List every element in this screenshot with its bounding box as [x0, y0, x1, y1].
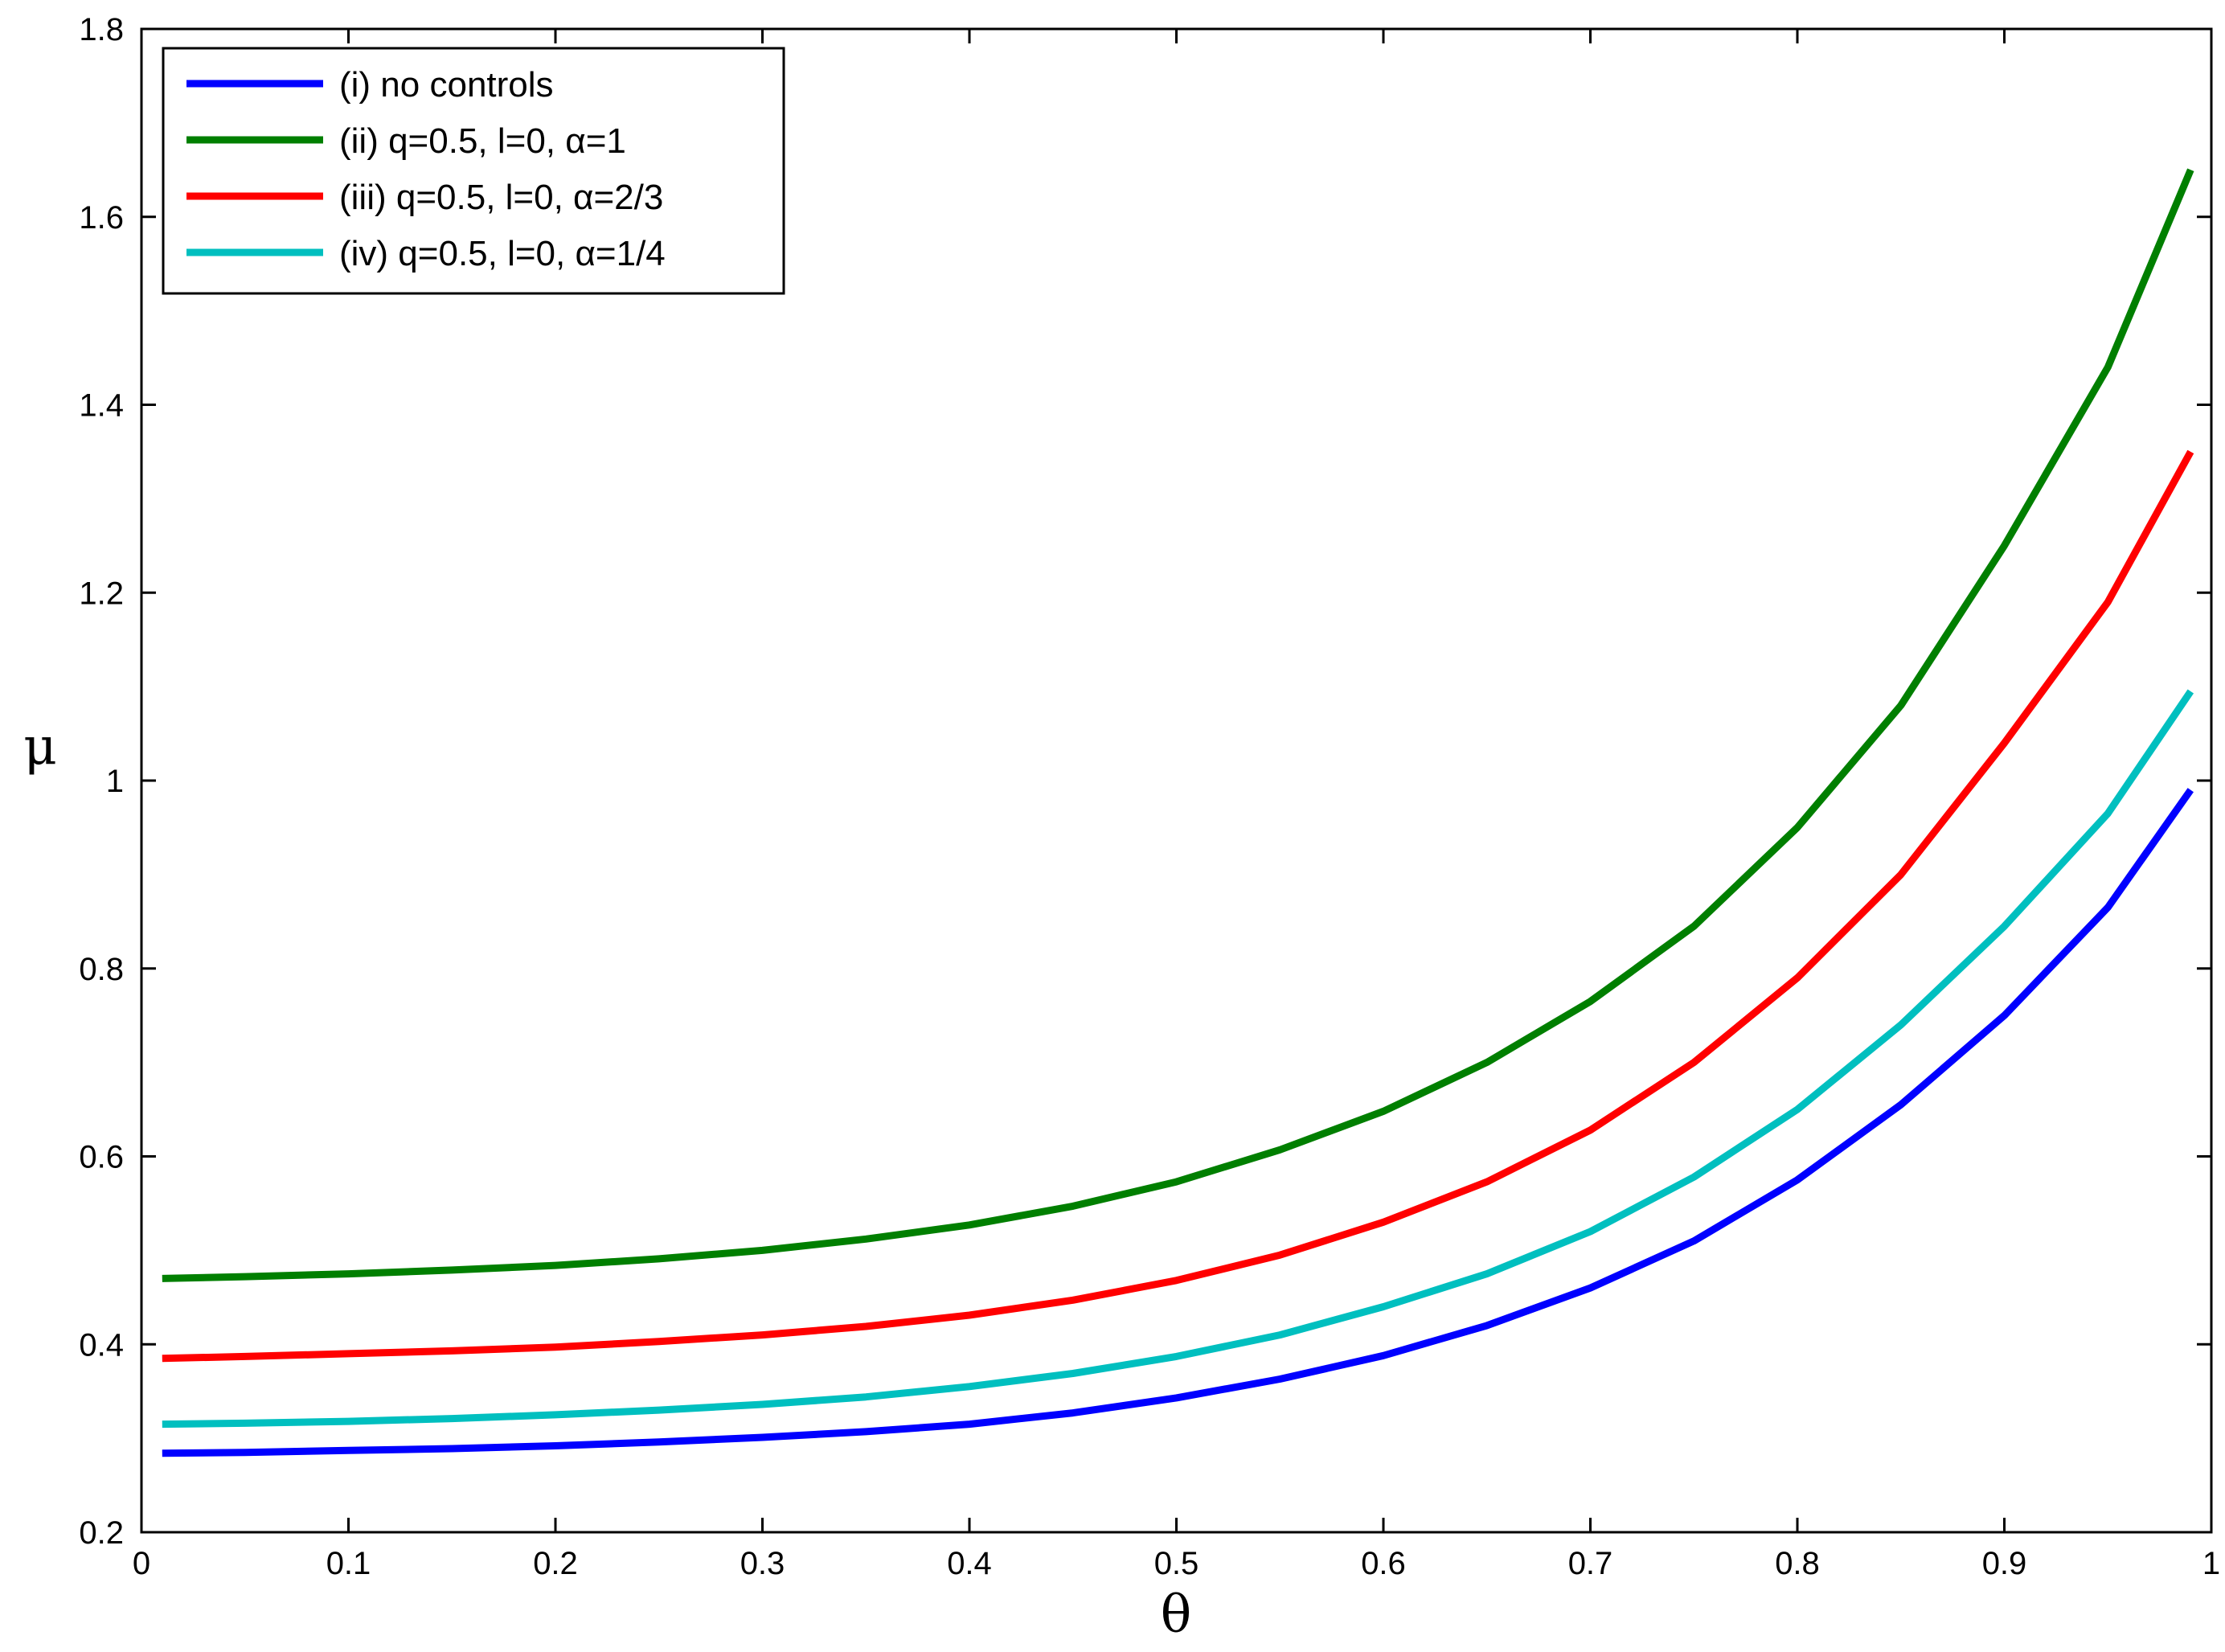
- series-lines: [162, 168, 2194, 1457]
- x-tick-label: 1: [2202, 1546, 2220, 1581]
- x-tick-label: 0.4: [947, 1546, 992, 1581]
- series-line: [162, 689, 2194, 1429]
- legend-label: (iii) q=0.5, l=0, α=2/3: [339, 178, 663, 217]
- y-tick-label: 1.8: [79, 12, 124, 47]
- x-tick-label: 0.5: [1154, 1546, 1199, 1581]
- axis-ticks: 0 0.1 0.2 0.3 0.4 0.5 0.6 0.7 0.8 0.9 1 0.2 0.4 0.6 0.…: [79, 12, 2220, 1581]
- x-tick-label: 0.9: [1982, 1546, 2027, 1581]
- legend-label: (i) no controls: [339, 65, 554, 105]
- y-axis-label: μ: [23, 717, 57, 777]
- y-tick-label: 0.8: [79, 952, 124, 987]
- y-tick-label: 1: [106, 764, 124, 799]
- x-tick-label: 0.6: [1361, 1546, 1406, 1581]
- x-tick-label: 0: [133, 1546, 150, 1581]
- legend: (i) no controls (ii) q=0.5, l=0, α=1 (iii)…: [162, 47, 785, 295]
- legend-label: (iv) q=0.5, l=0, α=1/4: [339, 234, 666, 273]
- series-line: [162, 449, 2194, 1363]
- x-tick-label: 0.2: [533, 1546, 578, 1581]
- y-tick-label: 1.2: [79, 576, 124, 611]
- y-tick-label: 1.6: [79, 200, 124, 236]
- x-tick-label: 0.1: [326, 1546, 371, 1581]
- y-tick-label: 0.4: [79, 1327, 124, 1363]
- series-line: [162, 168, 2194, 1282]
- x-axis-label: θ: [1161, 1585, 1192, 1645]
- legend-label: (ii) q=0.5, l=0, α=1: [339, 121, 626, 161]
- y-tick-label: 0.6: [79, 1140, 124, 1175]
- x-tick-label: 0.8: [1775, 1546, 1820, 1581]
- series-line: [162, 788, 2194, 1457]
- y-tick-label: 0.2: [79, 1515, 124, 1551]
- x-tick-label: 0.7: [1568, 1546, 1613, 1581]
- x-tick-label: 0.3: [740, 1546, 785, 1581]
- y-tick-label: 1.4: [79, 388, 124, 424]
